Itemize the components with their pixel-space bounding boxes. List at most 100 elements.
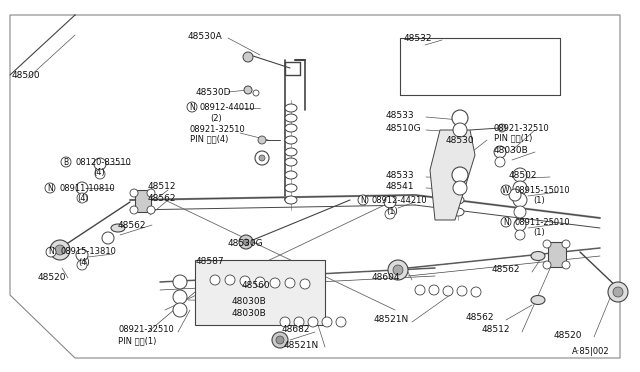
Ellipse shape <box>111 224 125 232</box>
Text: A·85|002: A·85|002 <box>572 347 610 356</box>
Text: 08912-44010: 08912-44010 <box>200 103 255 112</box>
Circle shape <box>452 167 468 183</box>
Text: N: N <box>48 247 54 257</box>
Text: 48521N: 48521N <box>374 315 409 324</box>
Text: PIN ピン(1): PIN ピン(1) <box>494 134 532 142</box>
Text: 48510G: 48510G <box>386 124 422 132</box>
Text: (1): (1) <box>533 196 545 205</box>
Circle shape <box>385 209 395 219</box>
Circle shape <box>95 169 105 179</box>
Ellipse shape <box>452 148 464 156</box>
Ellipse shape <box>285 171 297 179</box>
Text: 48530A: 48530A <box>188 32 223 41</box>
Circle shape <box>102 232 114 244</box>
Circle shape <box>225 275 235 285</box>
Circle shape <box>276 336 284 344</box>
Text: 48500: 48500 <box>12 71 40 80</box>
Circle shape <box>393 265 403 275</box>
Ellipse shape <box>285 158 297 166</box>
Circle shape <box>608 282 628 302</box>
Text: 48520: 48520 <box>554 330 582 340</box>
Circle shape <box>294 317 304 327</box>
Circle shape <box>543 240 551 248</box>
Text: 48562: 48562 <box>466 314 495 323</box>
Circle shape <box>253 90 259 96</box>
Text: 08921-32510: 08921-32510 <box>190 125 246 134</box>
Circle shape <box>45 183 55 193</box>
Text: 08921-32510: 08921-32510 <box>118 326 173 334</box>
Text: (4): (4) <box>93 167 105 176</box>
Circle shape <box>77 260 87 270</box>
Circle shape <box>501 217 511 227</box>
Text: (4): (4) <box>78 259 90 267</box>
Circle shape <box>244 86 252 94</box>
Ellipse shape <box>285 196 297 204</box>
Circle shape <box>514 219 526 231</box>
Ellipse shape <box>285 114 297 122</box>
Text: 48541: 48541 <box>386 182 415 190</box>
Ellipse shape <box>531 251 545 260</box>
Circle shape <box>513 168 527 182</box>
Text: 48533: 48533 <box>386 170 415 180</box>
Circle shape <box>495 157 505 167</box>
Circle shape <box>453 181 467 195</box>
Bar <box>548 242 566 267</box>
Circle shape <box>240 276 250 286</box>
Text: 48587: 48587 <box>196 257 225 266</box>
Text: PIN ピン(4): PIN ピン(4) <box>190 135 228 144</box>
Circle shape <box>258 136 266 144</box>
Circle shape <box>77 193 87 203</box>
Circle shape <box>259 155 265 161</box>
Circle shape <box>272 332 288 348</box>
Text: N: N <box>360 196 366 205</box>
Circle shape <box>280 317 290 327</box>
Circle shape <box>501 185 511 195</box>
Text: 48532: 48532 <box>404 33 433 42</box>
Circle shape <box>513 193 527 207</box>
Text: 48520: 48520 <box>38 273 67 282</box>
Ellipse shape <box>531 295 545 305</box>
Text: 08911-25010: 08911-25010 <box>515 218 571 227</box>
Circle shape <box>322 317 332 327</box>
Circle shape <box>61 157 71 167</box>
Text: 08915-15010: 08915-15010 <box>515 186 571 195</box>
Circle shape <box>130 206 138 214</box>
Circle shape <box>562 240 570 248</box>
Text: 08915-13810: 08915-13810 <box>60 247 116 257</box>
Text: W: W <box>502 186 509 195</box>
Circle shape <box>147 189 155 197</box>
Circle shape <box>76 249 88 261</box>
Text: 08120-83510: 08120-83510 <box>75 157 131 167</box>
Text: 08912-44210: 08912-44210 <box>372 196 428 205</box>
Circle shape <box>443 286 453 296</box>
Circle shape <box>308 317 318 327</box>
Circle shape <box>130 189 138 197</box>
Circle shape <box>50 240 70 260</box>
Circle shape <box>147 206 155 214</box>
Text: (1): (1) <box>533 228 545 237</box>
Text: 08921-32510: 08921-32510 <box>494 124 550 132</box>
Ellipse shape <box>285 124 297 132</box>
Circle shape <box>243 52 253 62</box>
Circle shape <box>285 278 295 288</box>
Circle shape <box>270 278 280 288</box>
Circle shape <box>210 275 220 285</box>
Text: N: N <box>47 183 53 192</box>
Text: 48030B: 48030B <box>232 298 267 307</box>
Circle shape <box>255 151 269 165</box>
Circle shape <box>187 102 197 112</box>
Circle shape <box>515 230 525 240</box>
Circle shape <box>514 206 526 218</box>
Circle shape <box>562 261 570 269</box>
Polygon shape <box>430 130 475 220</box>
Text: B: B <box>63 157 68 167</box>
Circle shape <box>239 235 253 249</box>
Text: 48512: 48512 <box>482 326 511 334</box>
Text: (4): (4) <box>77 193 89 202</box>
Text: 48502: 48502 <box>509 170 538 180</box>
Circle shape <box>358 195 368 205</box>
Text: 48560: 48560 <box>242 282 271 291</box>
Circle shape <box>429 285 439 295</box>
Circle shape <box>76 182 88 194</box>
Text: 48030B: 48030B <box>494 145 529 154</box>
